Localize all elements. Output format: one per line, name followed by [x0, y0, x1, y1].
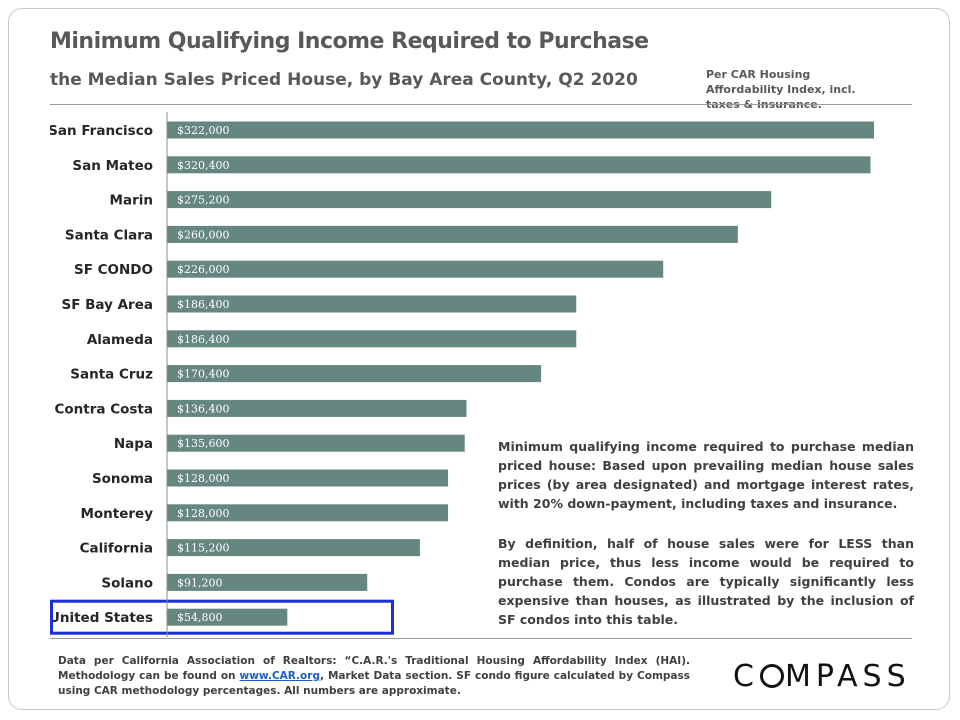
highlight-box — [50, 599, 394, 635]
bar-chart: San Francisco $322,000 San Mateo $320,400 Ma… — [50, 112, 874, 637]
bar-value-label: $54,800 — [177, 611, 223, 624]
bar — [167, 399, 467, 417]
car-org-link[interactable]: www.CAR.org — [239, 670, 320, 682]
footnote-text-end: , Market Data section. SF condo figure c… — [58, 670, 690, 697]
bar — [167, 260, 664, 278]
explanation-paragraph-2: By definition, half of house sales were … — [498, 536, 914, 627]
bar-value-label: $135,600 — [177, 437, 230, 450]
category-label: Monterey — [80, 506, 153, 522]
logo-circle-o — [759, 664, 784, 688]
bar — [167, 434, 465, 452]
bar — [167, 539, 420, 557]
category-label: San Francisco — [50, 123, 153, 139]
bar — [167, 191, 772, 209]
category-label: Alameda — [87, 332, 153, 348]
category-label: Santa Clara — [65, 227, 153, 243]
bar-value-label: $128,000 — [177, 472, 230, 485]
bar — [167, 469, 449, 487]
category-label: San Mateo — [72, 158, 153, 174]
bar — [167, 608, 288, 626]
header-divider — [50, 104, 912, 105]
bar-value-label: $322,000 — [177, 124, 230, 137]
bar — [167, 156, 871, 174]
compass-logo: C MPASS — [733, 659, 911, 694]
bar-value-label: $275,200 — [177, 194, 230, 207]
bar — [167, 295, 577, 313]
bar-value-label: $91,200 — [177, 576, 223, 589]
bar-value-label: $128,000 — [177, 507, 230, 520]
bar — [167, 330, 577, 348]
bar-value-label: $136,400 — [177, 402, 230, 415]
data-source-footnote: Data per California Association of Realt… — [58, 654, 690, 699]
footnote-text-start: Data per California Association of Realt… — [58, 655, 690, 682]
logo-letter-c: C — [733, 659, 759, 694]
bar — [167, 121, 874, 139]
category-label: Napa — [114, 436, 153, 452]
bar-value-label: $115,200 — [177, 542, 230, 555]
bar — [167, 504, 449, 522]
bar-value-label: $186,400 — [177, 298, 230, 311]
category-label: Solano — [101, 575, 153, 591]
explanation-paragraph-1: Minimum qualifying income required to pu… — [498, 439, 914, 511]
chart-title: Minimum Qualifying Income Required to Pu… — [50, 29, 649, 54]
bar-value-label: $320,400 — [177, 159, 230, 172]
logo-letters-mpass: MPASS — [784, 659, 911, 694]
category-label: SF CONDO — [74, 262, 153, 278]
category-label: Contra Costa — [55, 401, 154, 417]
slide-frame — [8, 8, 950, 710]
category-label: United States — [50, 610, 153, 626]
bar-value-label: $170,400 — [177, 368, 230, 381]
bar-value-label: $226,000 — [177, 263, 230, 276]
footer-divider — [50, 638, 912, 639]
category-label: Santa Cruz — [70, 367, 153, 383]
chart-subtitle: the Median Sales Priced House, by Bay Ar… — [50, 70, 638, 90]
category-label: Marin — [110, 193, 153, 209]
bar — [167, 365, 542, 383]
bar-value-label: $260,000 — [177, 228, 230, 241]
bar-value-label: $186,400 — [177, 333, 230, 346]
source-note: Per CAR Housing Affordability Index, inc… — [706, 68, 856, 111]
category-label: SF Bay Area — [61, 297, 153, 313]
category-label: Sonoma — [92, 471, 153, 487]
category-label: California — [80, 541, 153, 557]
bar — [167, 225, 738, 243]
bar — [167, 573, 368, 591]
